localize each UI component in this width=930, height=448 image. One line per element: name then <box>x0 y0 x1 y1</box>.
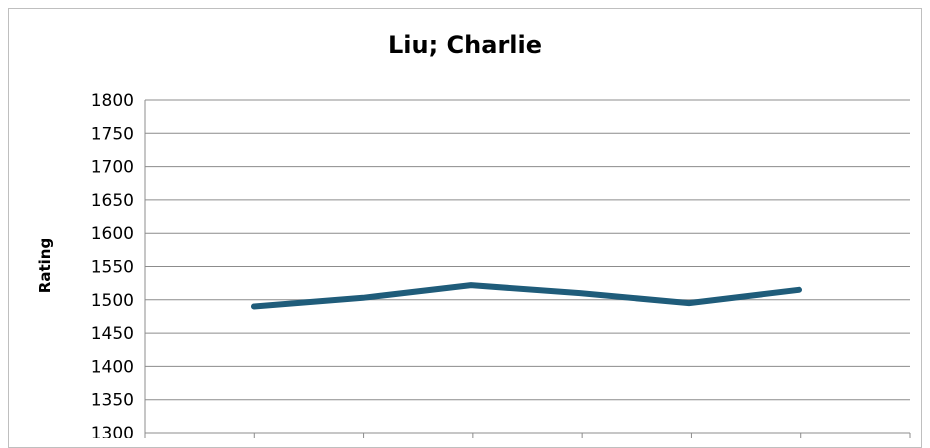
y-axis-label: Rating <box>36 238 54 293</box>
y-tick-label-1300: 1300 <box>91 424 134 438</box>
y-tick-label-1400: 1400 <box>91 357 134 377</box>
x-tick-marks <box>254 433 910 438</box>
y-tick-label-1350: 1350 <box>91 391 134 411</box>
series-group <box>254 285 799 307</box>
y-tick-label-1500: 1500 <box>91 291 134 311</box>
y-tick-label-1550: 1550 <box>91 258 134 278</box>
y-tick-label-1650: 1650 <box>91 191 134 211</box>
gridlines <box>145 100 910 433</box>
y-tick-label-1700: 1700 <box>91 158 134 178</box>
y-tick-label-1800: 1800 <box>91 91 134 111</box>
y-tick-label-1450: 1450 <box>91 324 134 344</box>
y-tick-label-1750: 1750 <box>91 124 134 144</box>
y-tick-labels: 1300 1350 1400 1450 1500 1550 1600 1650 1700 1750… <box>91 91 134 438</box>
y-tick-label-1600: 1600 <box>91 224 134 244</box>
series-line-0 <box>254 285 799 306</box>
line-chart: 1300 1350 1400 1450 1500 1550 1600 1650 1700 1750… <box>0 0 930 438</box>
